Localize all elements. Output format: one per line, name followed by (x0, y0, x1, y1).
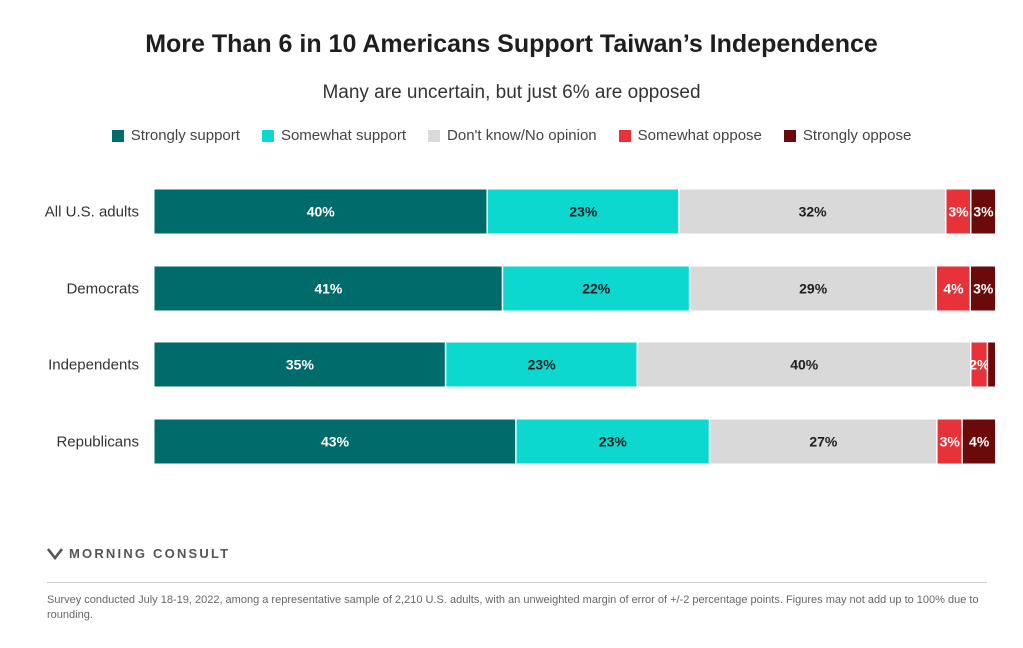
category-label-republicans: Republicans (56, 434, 139, 451)
data-label-all-u-s-adults-somewhat-oppose: 3% (948, 204, 969, 220)
bar-segment-independents-strongly-oppose (987, 341, 997, 388)
bar-segment-democrats-somewhat-support (502, 265, 690, 312)
data-label-all-u-s-adults-don-t-know-no-opinion: 32% (799, 204, 828, 220)
legend-item-strongly-support: Strongly support (111, 127, 240, 144)
legend-item-strongly-oppose: Strongly oppose (783, 127, 912, 144)
legend-item-no-opinion: Don't know/No opinion (428, 127, 597, 144)
legend-label: Strongly support (130, 127, 240, 144)
legend-label: Somewhat support (280, 127, 407, 144)
data-label-democrats-strongly-support: 41% (314, 281, 343, 297)
legend-label: Strongly oppose (802, 127, 912, 144)
bar-segment-independents-somewhat-oppose (970, 341, 988, 388)
chart-title: More Than 6 in 10 Americans Support Taiw… (145, 30, 878, 58)
bar-segment-democrats-strongly-oppose (969, 265, 997, 312)
category-label-democrats: Democrats (66, 281, 139, 298)
data-label-all-u-s-adults-strongly-oppose: 3% (973, 204, 994, 220)
data-label-independents-don-t-know-no-opinion: 40% (790, 357, 819, 373)
legend-swatch (261, 129, 274, 142)
chart-subtitle: Many are uncertain, but just 6% are oppo… (322, 82, 701, 103)
bar-segment-republicans-strongly-support (153, 418, 517, 465)
data-label-republicans-strongly-support: 43% (321, 434, 350, 450)
data-label-democrats-somewhat-support: 22% (582, 281, 611, 297)
category-label-all-u-s-adults: All U.S. adults (45, 204, 139, 221)
legend-swatch (111, 129, 124, 142)
data-label-all-u-s-adults-somewhat-support: 23% (569, 204, 598, 220)
legend-label: Don't know/No opinion (447, 127, 597, 144)
legend: Strongly support Somewhat support Don't … (0, 127, 1023, 144)
legend-item-somewhat-oppose: Somewhat oppose (618, 127, 762, 144)
bar-segment-all-u-s-adults-somewhat-support (486, 188, 680, 235)
morning-consult-logo-icon (47, 547, 63, 560)
stacked-bar-chart: All U.S. adults 40% 23% 32% 3% 3%Democrats 41%… (45, 188, 997, 465)
bar-segment-democrats-don-t-know-no-opinion (689, 265, 937, 312)
data-label-independents-somewhat-oppose: 2% (969, 357, 990, 373)
data-label-republicans-somewhat-support: 23% (599, 434, 628, 450)
legend-swatch (428, 129, 441, 142)
bar-segment-all-u-s-adults-strongly-support (153, 188, 488, 235)
brand-logo: MORNING CONSULT (47, 546, 230, 561)
bar-segment-democrats-somewhat-oppose (935, 265, 971, 312)
bar-segment-republicans-strongly-oppose (961, 418, 997, 465)
brand-name: MORNING CONSULT (69, 546, 231, 561)
data-label-republicans-don-t-know-no-opinion: 27% (809, 434, 838, 450)
data-label-independents-somewhat-support: 23% (528, 357, 557, 373)
legend-swatch (783, 129, 796, 142)
category-label-independents: Independents (48, 357, 139, 374)
bar-segment-independents-somewhat-support (445, 341, 638, 388)
footnote: Survey conducted July 18-19, 2022, among… (47, 594, 979, 621)
legend-label: Somewhat oppose (637, 127, 762, 144)
data-label-democrats-strongly-oppose: 3% (973, 281, 994, 297)
legend-item-somewhat-support: Somewhat support (261, 127, 407, 144)
data-label-democrats-don-t-know-no-opinion: 29% (799, 281, 828, 297)
bar-segment-democrats-strongly-support (153, 265, 503, 312)
bar-segment-republicans-somewhat-oppose (936, 418, 963, 465)
data-label-democrats-somewhat-oppose: 4% (943, 281, 964, 297)
data-label-all-u-s-adults-strongly-support: 40% (307, 204, 336, 220)
bar-segment-republicans-don-t-know-no-opinion (709, 418, 938, 465)
data-label-independents-strongly-support: 35% (286, 357, 315, 373)
data-label-republicans-strongly-oppose: 4% (969, 434, 990, 450)
bar-segment-all-u-s-adults-strongly-oppose (970, 188, 997, 235)
footer-divider (47, 582, 987, 583)
bar-segment-republicans-somewhat-support (515, 418, 710, 465)
data-label-republicans-somewhat-oppose: 3% (940, 434, 961, 450)
legend-swatch (618, 129, 631, 142)
